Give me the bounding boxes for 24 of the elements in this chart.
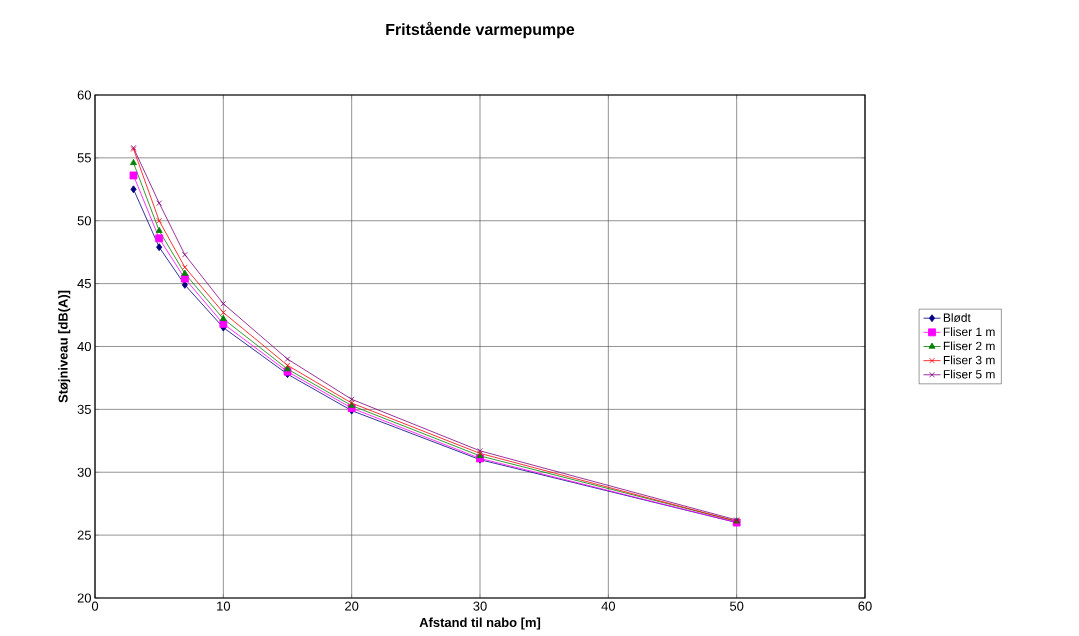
x-tick-label: 60 xyxy=(858,601,872,611)
x-axis-title: Afstand til nabo [m] xyxy=(419,617,541,630)
chart-title: Fritstående varmepumpe xyxy=(386,21,575,39)
x-tick-label: 40 xyxy=(601,601,616,611)
y-tick-label: 45 xyxy=(77,279,91,289)
legend-label: Blødt xyxy=(943,313,971,322)
y-tick-label: 55 xyxy=(77,153,91,163)
y-tick-label: 35 xyxy=(77,404,91,414)
x-tick-label: 20 xyxy=(345,601,359,611)
y-tick-label: 25 xyxy=(77,530,91,540)
legend-label: Fliser 3 m xyxy=(943,355,995,365)
x-tick-label: 30 xyxy=(473,601,487,611)
x-tick-label: 0 xyxy=(91,601,99,611)
legend-label: Fliser 2 m xyxy=(943,341,995,351)
y-tick-label: 40 xyxy=(77,341,91,352)
x-tick-label: 10 xyxy=(217,601,231,611)
x-tick-label: 50 xyxy=(729,601,744,611)
legend-label: Fliser 1 m xyxy=(943,327,995,337)
y-axis-title: Støjniveau [dB(A)] xyxy=(58,290,71,403)
y-tick-label: 60 xyxy=(77,90,91,100)
y-tick-label: 50 xyxy=(77,216,91,226)
legend-label: Fliser 5 m xyxy=(943,369,995,379)
y-tick-label: 30 xyxy=(77,467,91,477)
y-tick-label: 20 xyxy=(77,593,91,603)
